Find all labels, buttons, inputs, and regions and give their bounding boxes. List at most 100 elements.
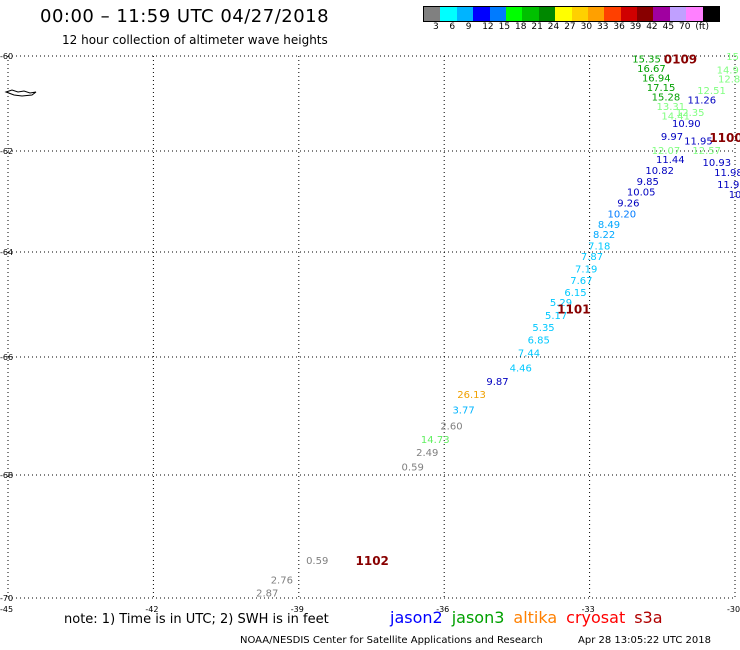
- wave-height-value: 17.15: [647, 83, 676, 94]
- island-shape: [4, 89, 37, 97]
- legend-label: 36: [613, 22, 625, 32]
- pass-labels-layer: 0109 1100 1101 1102: [356, 52, 740, 567]
- wave-height-value: 7.18: [588, 241, 610, 252]
- legend-swatch: [555, 7, 572, 21]
- map-title: 00:00 – 11:59 UTC 04/27/2018: [40, 6, 330, 27]
- wave-height-value: 3.77: [452, 406, 474, 417]
- wave-height-value: 9.97: [661, 132, 683, 143]
- wave-height-value: 7.19: [575, 264, 597, 275]
- map-note: note: 1) Time is in UTC; 2) SWH is in fe…: [64, 612, 329, 627]
- wave-height-value: 5.35: [532, 323, 554, 334]
- graticule: [7, 55, 736, 599]
- wave-height-value: 7.87: [581, 252, 603, 263]
- legend-swatch: [620, 7, 638, 21]
- wave-height-value: 0.59: [306, 556, 328, 567]
- wave-height-value: 10: [729, 190, 740, 201]
- satellite-label: jason3: [451, 608, 505, 627]
- pass-time-label: 1100: [709, 131, 740, 145]
- wave-height-value: 2.60: [440, 421, 462, 432]
- map-subtitle: 12 hour collection of altimeter wave hei…: [62, 33, 328, 47]
- wave-height-value: 14.9: [717, 65, 739, 76]
- legend-label: 42: [646, 22, 658, 32]
- legend-swatch: [538, 7, 556, 21]
- wave-height-value: 13.31: [656, 102, 685, 113]
- wave-height-value: 11.95: [684, 137, 713, 148]
- pass-time-label: 1102: [356, 554, 389, 568]
- legend-swatch: [473, 7, 490, 21]
- legend-label: 45: [662, 22, 675, 32]
- legend-label: 6: [449, 22, 456, 32]
- legend-swatch: [653, 7, 670, 21]
- observations-layer: 15.3516.6716.9417.1515.2813.3114.4112.35…: [256, 52, 740, 599]
- footer-org: NOAA/NESDIS Center for Satellite Applica…: [240, 635, 543, 646]
- legend-swatch: [424, 7, 441, 21]
- satellite-label: altika: [513, 608, 558, 627]
- island-outline: [4, 89, 37, 97]
- legend-swatch: [440, 7, 457, 21]
- satellite-label: cryosat: [566, 608, 626, 627]
- wave-height-value: 15.28: [652, 92, 681, 103]
- wave-height-value: 15: [726, 52, 739, 63]
- legend-label: 24: [547, 22, 560, 32]
- legend-swatch: [702, 7, 720, 21]
- wave-height-value: 8.22: [593, 230, 615, 241]
- wave-height-value: 10.93: [703, 158, 732, 169]
- wave-height-value: 2.76: [271, 576, 293, 587]
- longitude-label: -30: [727, 605, 740, 614]
- longitude-label: -39: [291, 605, 304, 614]
- longitude-labels: -45 -42 -39 -36 -33 -30: [0, 605, 740, 614]
- pass-time-label: 1101: [557, 303, 590, 317]
- wave-height-value: 5.17: [545, 311, 567, 322]
- longitude-label: -42: [145, 605, 158, 614]
- longitude-label: -33: [582, 605, 595, 614]
- wave-height-value: 12.35: [676, 108, 705, 119]
- wave-height-value: 12.57: [692, 146, 721, 157]
- wave-height-value: 16.67: [637, 64, 666, 75]
- wave-height-value: 11.98: [714, 168, 740, 179]
- wave-height-value: 8.49: [598, 220, 620, 231]
- wave-height-value: 9.87: [486, 377, 508, 388]
- latitude-label: -60: [0, 52, 13, 61]
- satellite-label: s3a: [634, 608, 663, 627]
- footer-timestamp: Apr 28 13:05:22 UTC 2018: [578, 635, 711, 646]
- wave-height-value: 10.05: [627, 187, 656, 198]
- wave-height-value: 6.15: [564, 288, 586, 299]
- wave-height-value: 11.44: [656, 155, 685, 166]
- wave-height-value: 0.59: [402, 463, 424, 474]
- wave-height-value: 12.51: [697, 86, 726, 97]
- legend-swatch: [489, 7, 506, 21]
- legend-label: 27: [564, 22, 576, 32]
- legend-label: 3: [433, 22, 439, 32]
- wave-height-value: 10.82: [645, 166, 674, 177]
- legend-swatch: [604, 7, 621, 21]
- wave-height-value: 2.49: [416, 448, 438, 459]
- wave-height-value: 11.26: [688, 96, 717, 107]
- legend-label: 18: [515, 22, 527, 32]
- legend-label: 33: [597, 22, 609, 32]
- longitude-label: -36: [436, 605, 449, 614]
- legend-swatch: [669, 7, 687, 21]
- footer: NOAA/NESDIS Center for Satellite Applica…: [240, 635, 711, 646]
- legend-swatch: [686, 7, 703, 21]
- wave-height-value: 2.87: [256, 588, 278, 599]
- wave-height-value: 4.46: [510, 364, 532, 375]
- legend-swatch: [522, 7, 539, 21]
- legend-label: 70: [679, 22, 691, 32]
- wave-height-value: 12.81: [718, 74, 740, 85]
- wave-height-value: 9.85: [637, 177, 659, 188]
- wave-height-value: 14.73: [421, 435, 450, 446]
- satellite-label: jason2: [390, 608, 443, 627]
- legend-label: 15: [498, 22, 511, 32]
- legend-swatch: [505, 7, 523, 21]
- satellite-legend: jason2 jason3 altika cryosat s3a: [390, 608, 672, 627]
- wave-height-value: 5.29: [550, 298, 572, 309]
- legend-label: 30: [580, 22, 593, 32]
- wave-height-value: 26.13: [457, 390, 486, 401]
- wave-height-value: 7.44: [518, 348, 540, 359]
- wave-height-value: 7.67: [570, 276, 592, 287]
- legend-label: 21: [531, 22, 543, 32]
- latitude-label: -66: [0, 353, 13, 362]
- longitude-label: -45: [0, 605, 13, 614]
